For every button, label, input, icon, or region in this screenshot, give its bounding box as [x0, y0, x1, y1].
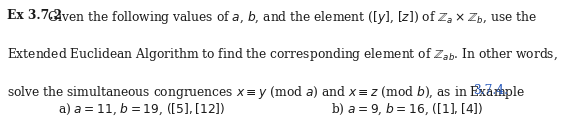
Text: Given the following values of $a$, $b$, and the element ($[y]$, $[z]$) of $\math: Given the following values of $a$, $b$, … [44, 9, 537, 26]
Text: a) $a = 11$, $b = 19$, $([5], [12])$: a) $a = 11$, $b = 19$, $([5], [12])$ [58, 101, 225, 117]
Text: solve the simultaneous congruences $x \equiv y$ (mod $a$) and $x \equiv z$ (mod : solve the simultaneous congruences $x \e… [7, 84, 525, 101]
Text: Ex 3.7.2: Ex 3.7.2 [7, 9, 62, 22]
Text: b) $a = 9$, $b = 16$, $([1], [4])$: b) $a = 9$, $b = 16$, $([1], [4])$ [331, 101, 483, 117]
Text: Extended Euclidean Algorithm to find the corresponding element of $\mathbb{Z}_{a: Extended Euclidean Algorithm to find the… [7, 46, 558, 63]
Text: 3.7.4.: 3.7.4. [473, 84, 508, 97]
